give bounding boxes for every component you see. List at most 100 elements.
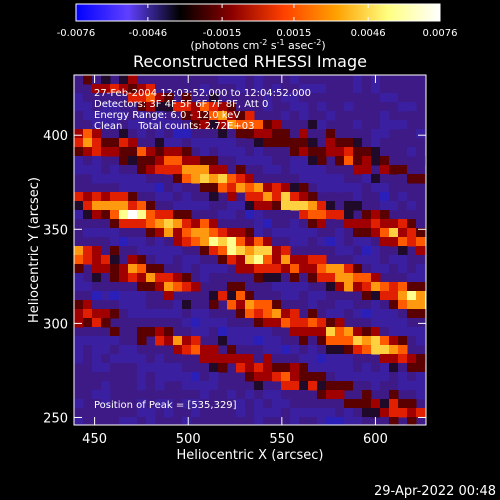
- heatmap-cell: [380, 255, 390, 265]
- heatmap-cell: [254, 381, 264, 391]
- heatmap-cell: [398, 282, 408, 292]
- heatmap-cell: [182, 327, 192, 337]
- heatmap-cell: [191, 417, 201, 425]
- heatmap-cell: [164, 363, 174, 373]
- heatmap-cell: [101, 192, 111, 202]
- heatmap-cell: [254, 408, 264, 418]
- heatmap-cell: [173, 381, 183, 391]
- heatmap-cell: [218, 111, 228, 121]
- heatmap-cell: [173, 138, 183, 148]
- heatmap-cell: [110, 264, 120, 274]
- heatmap-cell: [389, 318, 399, 328]
- heatmap-cell: [290, 93, 300, 103]
- heatmap-cell: [173, 282, 183, 292]
- heatmap-cell: [344, 273, 354, 283]
- heatmap-cell: [263, 219, 273, 229]
- heatmap-cell: [254, 246, 264, 256]
- heatmap-cell: [92, 372, 102, 382]
- heatmap-cell: [362, 372, 372, 382]
- heatmap-cell: [245, 219, 255, 229]
- heatmap-cell: [398, 345, 408, 355]
- heatmap-cell: [299, 417, 309, 425]
- heatmap-cell: [227, 327, 237, 337]
- heatmap-cell: [389, 372, 399, 382]
- heatmap-cell: [119, 210, 129, 220]
- heatmap-cell: [389, 147, 399, 157]
- heatmap-cell: [398, 273, 408, 283]
- heatmap-cell: [335, 381, 345, 391]
- heatmap-cell: [155, 300, 165, 310]
- peak-position-label: Position of Peak = [535,329]: [94, 400, 237, 411]
- heatmap-cell: [209, 327, 219, 337]
- heatmap-cell: [353, 129, 363, 139]
- heatmap-cell: [308, 165, 318, 175]
- heatmap-cell: [407, 417, 417, 425]
- heatmap-cell: [236, 246, 246, 256]
- heatmap-cell: [137, 336, 147, 346]
- heatmap-cell: [200, 264, 210, 274]
- heatmap-cell: [164, 390, 174, 400]
- heatmap-cell: [119, 237, 129, 247]
- heatmap-cell: [272, 129, 282, 139]
- heatmap-cell: [407, 282, 417, 292]
- heatmap-cell: [110, 327, 120, 337]
- heatmap-cell: [155, 219, 165, 229]
- heatmap-cell: [164, 372, 174, 382]
- heatmap-cell: [164, 228, 174, 238]
- heatmap-cell: [326, 372, 336, 382]
- heatmap-cell: [398, 174, 408, 184]
- heatmap-cell: [182, 219, 192, 229]
- heatmap-cell: [290, 309, 300, 319]
- heatmap-cell: [353, 363, 363, 373]
- heatmap-cell: [263, 228, 273, 238]
- heatmap-cell: [119, 120, 129, 130]
- heatmap-cell: [218, 201, 228, 211]
- heatmap-cell: [119, 111, 129, 121]
- heatmap-cell: [344, 201, 354, 211]
- heatmap-cell: [398, 309, 408, 319]
- heatmap-cell: [128, 165, 138, 175]
- heatmap-cell: [83, 102, 93, 112]
- heatmap-cell: [236, 174, 246, 184]
- heatmap-cell: [173, 147, 183, 157]
- heatmap-cell: [371, 138, 381, 148]
- heatmap-cell: [155, 291, 165, 301]
- heatmap-cell: [92, 237, 102, 247]
- heatmap-cell: [254, 264, 264, 274]
- heatmap-cell: [191, 237, 201, 247]
- heatmap-cell: [182, 345, 192, 355]
- heatmap-cell: [74, 408, 84, 418]
- heatmap-cell: [389, 156, 399, 166]
- heatmap-cell: [209, 228, 219, 238]
- heatmap-cell: [101, 228, 111, 238]
- heatmap-cell: [110, 282, 120, 292]
- heatmap-cell: [110, 354, 120, 364]
- heatmap-cell: [137, 237, 147, 247]
- heatmap-cell: [92, 129, 102, 139]
- heatmap-cell: [335, 282, 345, 292]
- heatmap-cell: [83, 174, 93, 184]
- heatmap-cell: [416, 336, 426, 346]
- heatmap-cell: [416, 273, 426, 283]
- heatmap-cell: [137, 165, 147, 175]
- x-axis: 450 500 550 600: [82, 75, 388, 447]
- heatmap-cell: [326, 336, 336, 346]
- heatmap-cell: [362, 75, 372, 85]
- heatmap-cell: [389, 408, 399, 418]
- heatmap-cell: [281, 228, 291, 238]
- heatmap-cell: [245, 237, 255, 247]
- heatmap-cell: [218, 282, 228, 292]
- heatmap-cell: [92, 165, 102, 175]
- heatmap-cell: [317, 282, 327, 292]
- heatmap-cell: [308, 273, 318, 283]
- heatmap-cell: [74, 201, 84, 211]
- heatmap-cell: [83, 291, 93, 301]
- heatmap-cell: [380, 174, 390, 184]
- heatmap-cell: [137, 381, 147, 391]
- heatmap-cell: [164, 93, 174, 103]
- heatmap-cell: [281, 399, 291, 409]
- heatmap-cell: [362, 237, 372, 247]
- heatmap-cell: [326, 390, 336, 400]
- heatmap-cell: [236, 345, 246, 355]
- heatmap-cell: [200, 345, 210, 355]
